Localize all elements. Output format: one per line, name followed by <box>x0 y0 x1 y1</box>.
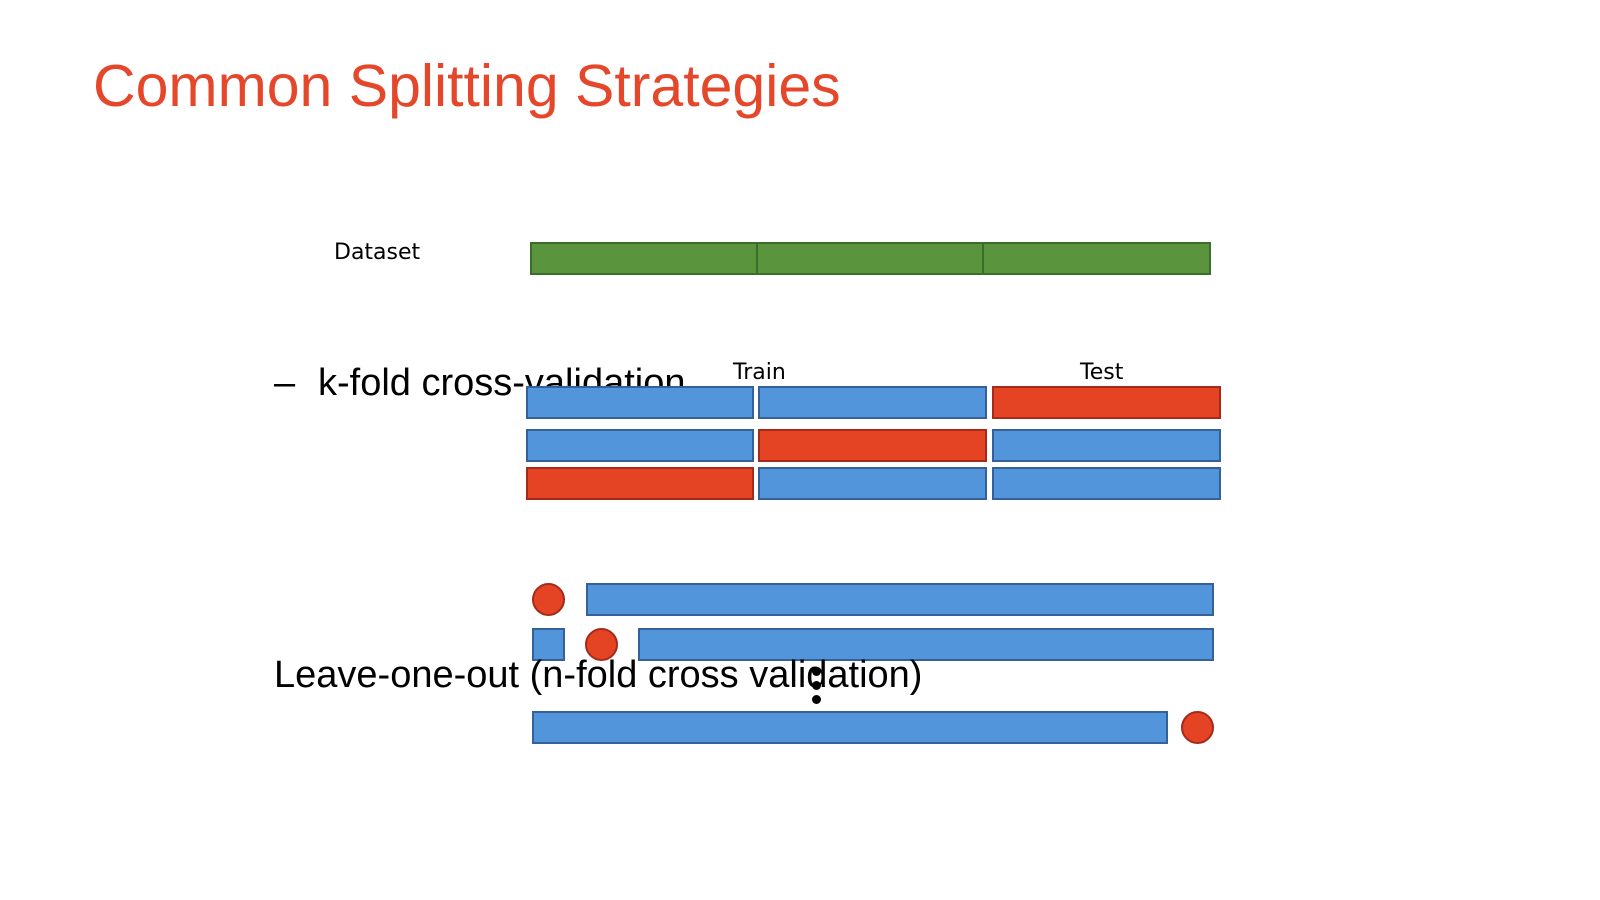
fold2-train-segment-1 <box>526 429 754 462</box>
fold2-test-segment <box>758 429 987 462</box>
loo-row2-train-segment-1 <box>532 628 565 661</box>
loo-row3-test-point <box>1181 711 1214 744</box>
ellipsis-dot-3 <box>812 695 821 704</box>
fold1-train-segment-1 <box>526 386 754 419</box>
test-label: Test <box>1080 360 1124 385</box>
loo-row2-train-segment-2 <box>638 628 1214 661</box>
loo-row1-train-segment <box>586 583 1214 616</box>
fold1-train-segment-2 <box>758 386 987 419</box>
dataset-segment-2 <box>756 242 984 275</box>
dataset-label: Dataset <box>334 240 421 265</box>
loo-row1-test-point <box>532 583 565 616</box>
loo-row2-test-point <box>585 628 618 661</box>
slide-title: Common Splitting Strategies <box>93 53 841 119</box>
fold3-test-segment <box>526 467 754 500</box>
fold1-test-segment <box>992 386 1221 419</box>
fold3-train-segment-1 <box>758 467 987 500</box>
ellipsis-dot-1 <box>812 667 821 676</box>
dataset-segment-3 <box>982 242 1211 275</box>
ellipsis-dot-2 <box>812 681 821 690</box>
loo-row3-train-segment <box>532 711 1168 744</box>
fold2-train-segment-2 <box>992 429 1221 462</box>
fold3-train-segment-2 <box>992 467 1221 500</box>
dataset-segment-1 <box>530 242 758 275</box>
train-label: Train <box>733 360 786 385</box>
kfold-dash: – <box>274 362 296 404</box>
loo-label: Leave-one-out (n-fold cross validation) <box>274 654 923 696</box>
